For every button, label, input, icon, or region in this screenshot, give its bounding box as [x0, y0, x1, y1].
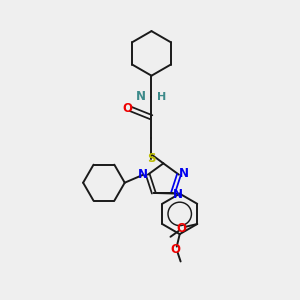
Text: N: N	[136, 90, 146, 103]
Text: N: N	[179, 167, 189, 180]
Text: O: O	[170, 243, 180, 256]
Text: N: N	[173, 188, 183, 201]
Text: O: O	[122, 102, 132, 115]
Text: S: S	[147, 152, 156, 165]
Text: N: N	[138, 168, 148, 181]
Text: O: O	[177, 222, 187, 235]
Text: H: H	[157, 92, 166, 101]
